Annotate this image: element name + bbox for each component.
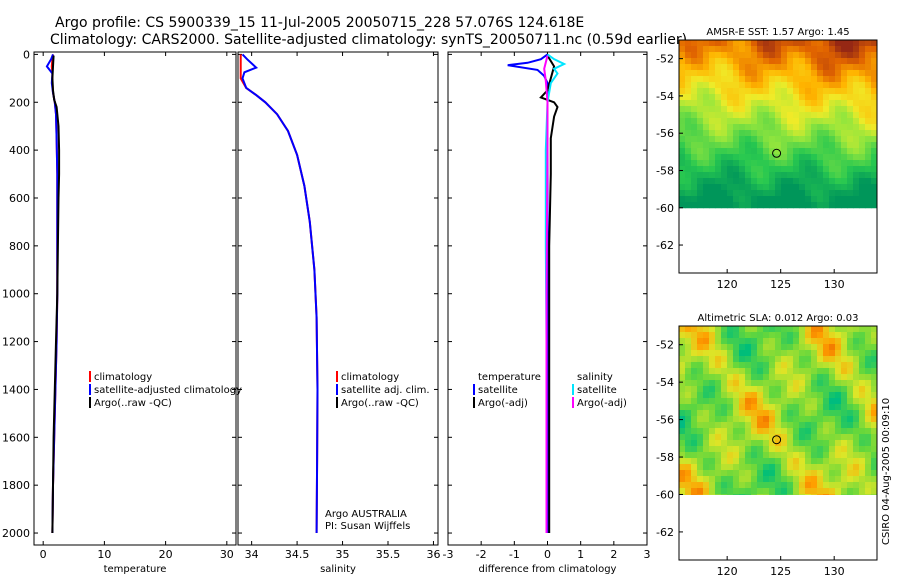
legend-salinity-label: salinity	[577, 372, 613, 383]
series-line	[45, 54, 59, 534]
x-tick-label: 35	[336, 548, 350, 561]
legend-label: climatology	[341, 372, 399, 383]
y-tick-label: -52	[656, 339, 674, 352]
x-tick-label: 2	[610, 548, 617, 561]
series-line	[51, 55, 61, 534]
x-tick-label: 1	[577, 548, 584, 561]
y-tick-label: -56	[656, 414, 674, 427]
x-tick-label: 10	[97, 548, 111, 561]
y-tick-label: 1600	[2, 431, 30, 444]
argo-position-marker	[772, 148, 782, 158]
x-axis-label: temperature	[104, 564, 167, 575]
map-sla: Altimetric SLA: 0.012 Argo: 0.03 120 125 13…	[656, 313, 878, 578]
y-tick-label: 200	[9, 96, 30, 109]
panel-salinity: 34 34.5 35 35.5 36 salinity climatology satelli…	[237, 51, 440, 575]
y-tick-label: 600	[9, 192, 30, 205]
map-title: AMSR-E SST: 1.57 Argo: 1.45	[706, 27, 849, 38]
y-tick-label: -60	[656, 488, 674, 501]
x-axis-label: difference from climatology	[479, 564, 617, 575]
y-tick-label: -58	[656, 164, 674, 177]
heatmap-field	[679, 40, 878, 209]
legend-label: satellite adj. clim.	[341, 385, 430, 396]
plot-frame	[237, 51, 439, 546]
y-tick-label: -54	[656, 376, 674, 389]
series-line	[543, 55, 549, 533]
x-tick-label: 120	[717, 278, 738, 291]
heatmap-field	[679, 326, 878, 495]
legend-label: satellite-adjusted climatology	[94, 385, 242, 396]
series-line	[507, 53, 549, 533]
y-tick-label: -56	[656, 127, 674, 140]
series-line	[539, 55, 559, 533]
y-tick-label: 1400	[2, 383, 30, 396]
y-tick-label: 800	[9, 240, 30, 253]
map-frame	[678, 325, 878, 561]
y-tick-label: 1800	[2, 479, 30, 492]
annotation-label: Argo AUSTRALIA	[325, 509, 407, 520]
y-tick-label: -54	[656, 90, 674, 103]
y-tick-label: 1200	[2, 336, 30, 349]
x-tick-label: 35.5	[376, 548, 401, 561]
x-tick-label: 130	[824, 278, 845, 291]
x-tick-label: 0	[40, 548, 47, 561]
y-tick-label: 400	[9, 144, 30, 157]
y-tick-label: -58	[656, 451, 674, 464]
credit-label: CSIRO 04-Aug-2005 00:09:10	[881, 398, 892, 545]
y-tick-label: -52	[656, 53, 674, 66]
y-tick-label: -62	[656, 526, 674, 539]
legend-salinity-label: satellite	[577, 385, 617, 396]
panel-difference: -3 -2 -1 0 1 2 3 difference from climatology tem…	[443, 51, 651, 575]
x-tick-label: 3	[644, 548, 651, 561]
x-tick-label: -3	[443, 548, 454, 561]
y-tick-label: 2000	[2, 527, 30, 540]
legend-label: Argo(..raw -QC)	[341, 398, 419, 409]
x-tick-label: -2	[476, 548, 487, 561]
y-tick-label: 1000	[2, 288, 30, 301]
legend-temperature-label: satellite	[478, 385, 518, 396]
legend-label: Argo(..raw -QC)	[94, 398, 172, 409]
panel-temperature: 0 10 20 30 0 200 400 600 800 1000 1200 1400 1600 1800…	[2, 48, 242, 575]
legend-label: climatology	[94, 372, 152, 383]
x-tick-label: 34.5	[285, 548, 310, 561]
x-tick-label: 130	[824, 565, 845, 578]
x-tick-label: -1	[509, 548, 520, 561]
map-sst: AMSR-E SST: 1.57 Argo: 1.45 120 125 130 -52 -…	[656, 27, 878, 291]
y-tick-label: -60	[656, 202, 674, 215]
x-tick-label: 36	[426, 548, 440, 561]
x-tick-label: 0	[544, 548, 551, 561]
legend-temperature-label: temperature	[478, 372, 541, 383]
y-tick-label: -62	[656, 239, 674, 252]
x-axis-label: salinity	[320, 564, 356, 575]
plot-frame	[33, 51, 237, 546]
legend-temperature-label: Argo(-adj)	[478, 398, 528, 409]
series-line	[239, 54, 319, 534]
argo-position-marker	[772, 435, 782, 445]
annotation-label: PI: Susan Wijffels	[325, 521, 410, 532]
title-line2: Climatology: CARS2000. Satellite-adjuste…	[50, 32, 687, 48]
x-tick-label: 34	[245, 548, 259, 561]
y-tick-label: 0	[23, 48, 30, 61]
x-tick-label: 125	[770, 278, 791, 291]
x-tick-label: 30	[220, 548, 234, 561]
map-frame	[678, 39, 878, 274]
legend-salinity-label: Argo(-adj)	[577, 398, 627, 409]
x-tick-label: 120	[717, 565, 738, 578]
x-tick-label: 20	[159, 548, 173, 561]
x-tick-label: 125	[770, 565, 791, 578]
title-line1: Argo profile: CS 5900339_15 11-Jul-2005 …	[55, 15, 584, 31]
map-title: Altimetric SLA: 0.012 Argo: 0.03	[698, 313, 859, 324]
series-line	[241, 53, 319, 534]
